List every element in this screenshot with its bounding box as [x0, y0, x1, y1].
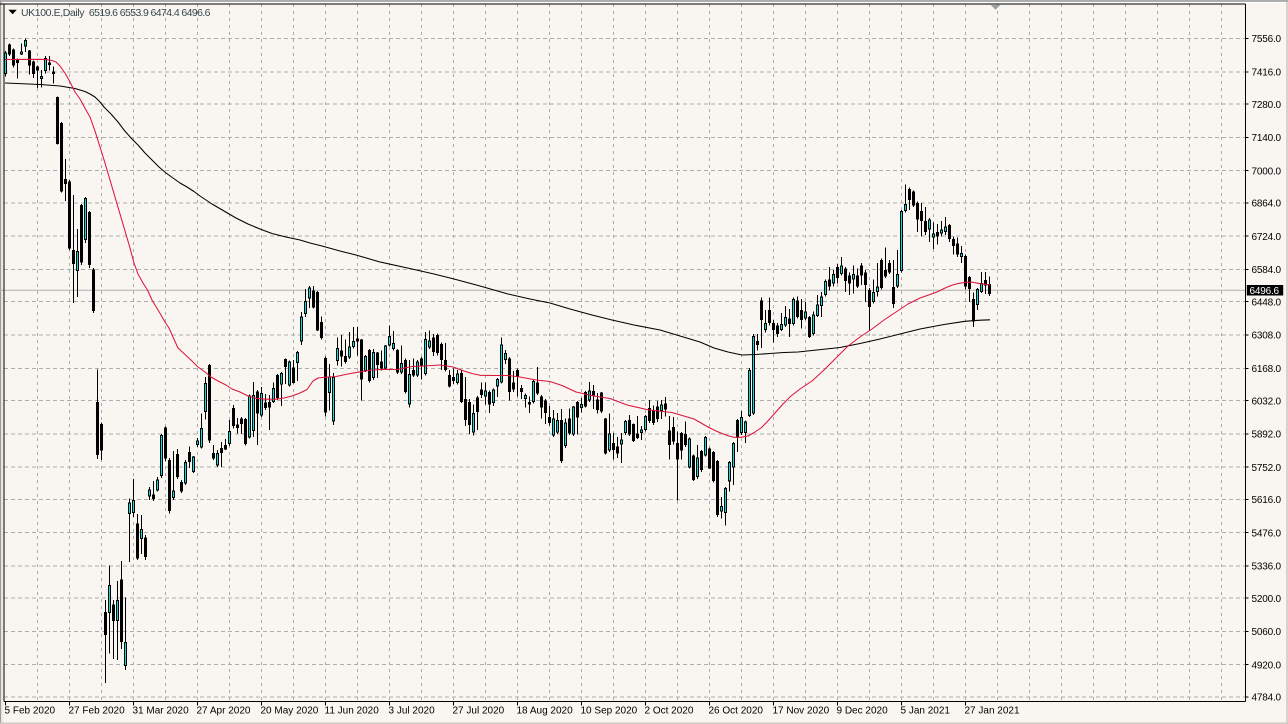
svg-text:9 Dec 2020: 9 Dec 2020: [837, 706, 889, 717]
svg-text:5200.0: 5200.0: [1252, 594, 1282, 605]
svg-text:6032.0: 6032.0: [1252, 396, 1282, 407]
svg-text:7000.0: 7000.0: [1252, 166, 1282, 177]
svg-text:2 Oct 2020: 2 Oct 2020: [645, 706, 694, 717]
svg-text:5 Feb 2020: 5 Feb 2020: [5, 706, 56, 717]
svg-text:6584.0: 6584.0: [1252, 265, 1282, 276]
svg-text:6496.6: 6496.6: [1250, 286, 1280, 297]
svg-text:3 Jul 2020: 3 Jul 2020: [389, 706, 436, 717]
svg-text:7416.0: 7416.0: [1252, 68, 1282, 79]
svg-text:17 Nov 2020: 17 Nov 2020: [773, 706, 830, 717]
svg-text:5616.0: 5616.0: [1252, 495, 1282, 506]
svg-text:6864.0: 6864.0: [1252, 199, 1282, 210]
svg-text:5060.0: 5060.0: [1252, 627, 1282, 638]
svg-text:27 Apr 2020: 27 Apr 2020: [197, 706, 251, 717]
svg-text:UK100.E,Daily: UK100.E,Daily: [21, 7, 85, 19]
svg-text:5476.0: 5476.0: [1252, 528, 1282, 539]
svg-text:5752.0: 5752.0: [1252, 463, 1282, 474]
svg-text:6724.0: 6724.0: [1252, 232, 1282, 243]
svg-text:4920.0: 4920.0: [1252, 660, 1282, 671]
svg-text:6308.0: 6308.0: [1252, 331, 1282, 342]
svg-text:20 May 2020: 20 May 2020: [261, 706, 319, 717]
svg-text:18 Aug 2020: 18 Aug 2020: [517, 706, 574, 717]
svg-text:6519.6 6553.9 6474.4 6496.6: 6519.6 6553.9 6474.4 6496.6: [89, 7, 211, 19]
svg-text:4784.0: 4784.0: [1252, 693, 1282, 704]
svg-text:6448.0: 6448.0: [1252, 297, 1282, 308]
svg-text:7280.0: 7280.0: [1252, 100, 1282, 111]
svg-text:31 Mar 2020: 31 Mar 2020: [133, 706, 190, 717]
svg-text:5892.0: 5892.0: [1252, 430, 1282, 441]
svg-text:27 Jan 2021: 27 Jan 2021: [965, 706, 1020, 717]
svg-text:11 Jun 2020: 11 Jun 2020: [325, 706, 380, 717]
svg-text:5 Jan 2021: 5 Jan 2021: [901, 706, 951, 717]
svg-text:7140.0: 7140.0: [1252, 133, 1282, 144]
svg-text:7556.0: 7556.0: [1252, 34, 1282, 45]
svg-text:10 Sep 2020: 10 Sep 2020: [581, 706, 638, 717]
svg-text:27 Feb 2020: 27 Feb 2020: [69, 706, 126, 717]
svg-text:6168.0: 6168.0: [1252, 364, 1282, 375]
svg-text:5336.0: 5336.0: [1252, 562, 1282, 573]
svg-text:26 Oct 2020: 26 Oct 2020: [709, 706, 764, 717]
svg-text:27 Jul 2020: 27 Jul 2020: [453, 706, 505, 717]
